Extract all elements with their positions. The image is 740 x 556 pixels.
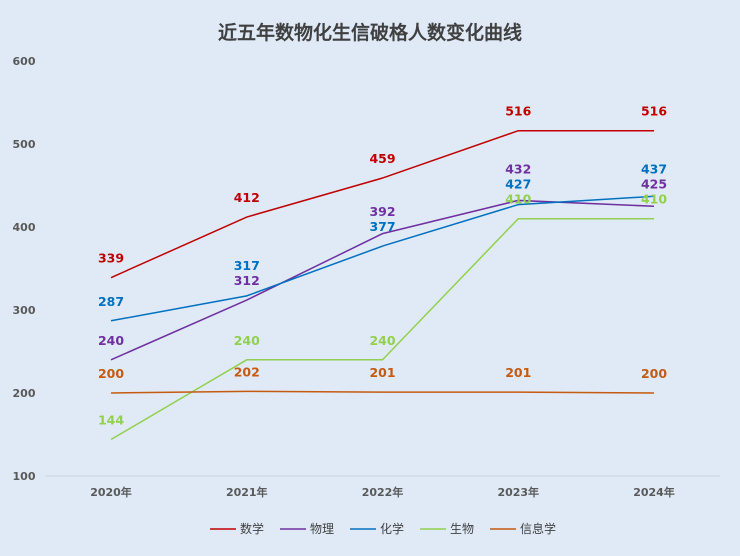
data-label: 437 (641, 162, 667, 177)
legend-label: 物理 (310, 522, 334, 536)
data-label: 317 (234, 258, 260, 273)
legend-label: 数学 (240, 521, 264, 536)
data-label: 240 (369, 333, 395, 348)
data-label: 312 (234, 273, 260, 288)
data-label: 377 (369, 219, 395, 234)
series-line-3 (110, 217, 654, 441)
data-label: 410 (505, 192, 531, 207)
data-label: 201 (505, 365, 531, 380)
x-tick-label: 2022年 (362, 485, 404, 499)
data-label: 410 (641, 192, 667, 207)
data-label: 240 (98, 333, 124, 348)
legend-label: 信息学 (520, 521, 556, 536)
x-tick-label: 2020年 (90, 485, 132, 499)
data-label: 201 (369, 365, 395, 380)
y-tick-label: 300 (13, 304, 36, 317)
legend-label: 生物 (450, 522, 474, 536)
data-label: 240 (234, 333, 260, 348)
chart-title: 近五年数物化生信破格人数变化曲线 (218, 21, 522, 44)
legend: 数学 物理 化学 生物 信息学 (210, 521, 556, 536)
data-label: 516 (505, 104, 531, 119)
data-label: 432 (505, 162, 531, 177)
legend-label: 化学 (380, 521, 404, 536)
series-lines (110, 129, 655, 441)
series-line-2 (110, 195, 655, 322)
data-label: 200 (98, 366, 124, 381)
data-label: 516 (641, 104, 667, 119)
data-label: 392 (369, 204, 395, 219)
series-line-4 (110, 390, 655, 394)
data-label: 412 (234, 190, 260, 205)
data-label: 202 (234, 364, 260, 379)
series-line-0 (110, 129, 654, 279)
y-tick-label: 500 (13, 138, 36, 151)
data-label: 339 (98, 251, 124, 266)
axes: 100 200 300 400 500 600 2020年 2021年 2022年 2023年 20… (13, 55, 720, 499)
y-tick-label: 600 (13, 55, 36, 68)
x-tick-label: 2023年 (497, 485, 539, 499)
x-tick-label: 2021年 (226, 485, 268, 499)
data-label: 425 (641, 177, 667, 192)
y-tick-label: 200 (13, 387, 36, 400)
data-label: 200 (641, 366, 667, 381)
y-tick-label: 400 (13, 221, 36, 234)
x-tick-label: 2024年 (633, 485, 675, 499)
data-label: 287 (98, 294, 124, 309)
data-label: 459 (369, 151, 395, 166)
data-label: 427 (505, 177, 531, 192)
data-label: 144 (98, 412, 124, 427)
y-tick-label: 100 (13, 470, 36, 483)
